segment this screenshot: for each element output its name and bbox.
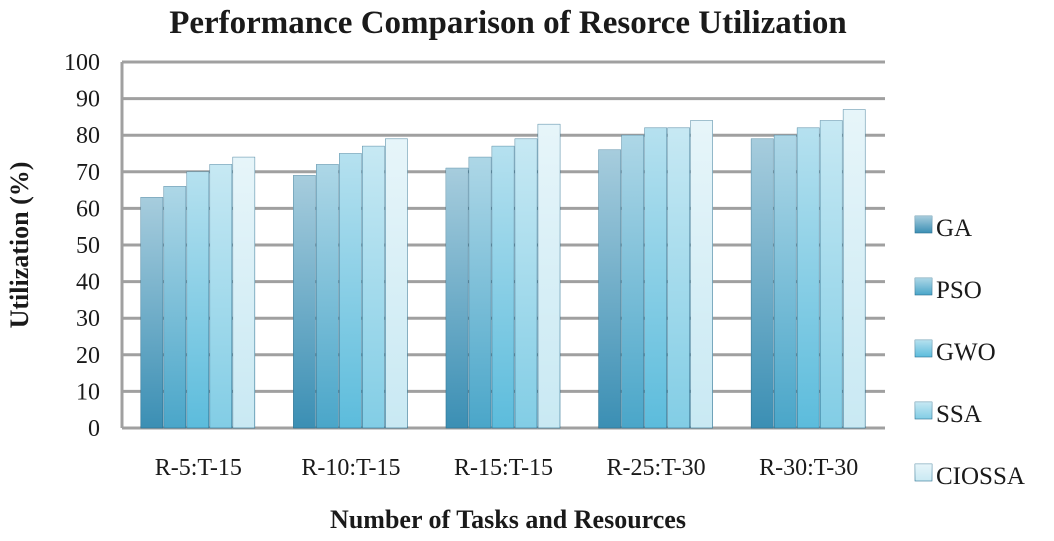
y-axis-title: Utilization (%) [5,162,34,329]
bar-highlight [598,149,621,428]
y-tick-label: 80 [76,123,100,149]
bar-highlight [797,127,820,428]
bar-highlight [644,127,667,428]
bar-highlight [362,146,385,428]
x-tick-label: R-30:T-30 [759,455,858,481]
x-axis-title: Number of Tasks and Resources [330,505,686,534]
bar-highlight [820,120,843,428]
bar-highlight [843,109,866,428]
bar-highlight [492,146,514,428]
bar-highlight [621,135,644,428]
bar-highlight [232,157,255,428]
legend-swatch-highlight [915,340,932,357]
x-tick-label: R-15:T-15 [454,455,553,481]
y-tick-label: 60 [76,196,100,222]
bar-highlight [774,135,797,428]
legend-swatch-highlight [915,464,932,481]
y-tick-label: 70 [76,160,100,186]
legend: GA PSO GWO SSA CIOSSA [914,215,1025,490]
legend-swatch-highlight [915,216,932,233]
legend-label: PSO [936,277,982,304]
legend-label: GA [936,215,972,242]
y-tick-label: 10 [76,379,100,405]
y-tick-label: 0 [88,416,100,442]
bar-highlight [515,138,537,429]
x-tick-label: R-5:T-15 [155,455,242,481]
y-tick-label: 50 [76,233,100,259]
y-tick-label: 20 [76,343,100,369]
y-tick-label: 40 [76,270,100,296]
y-tick-label: 100 [64,50,100,76]
bar-highlight [140,197,163,428]
legend-label: GWO [936,339,996,366]
legend-label: CIOSSA [936,463,1025,490]
bar-highlight [209,164,232,429]
x-tick-label: R-10:T-15 [301,455,400,481]
bar-highlight [751,138,774,429]
bar-highlight [385,138,408,429]
bar-highlight [667,127,690,428]
bar-highlight [446,168,468,428]
plot-area: 0 10 20 30 40 50 60 70 80 90 100 R-5:T-15 R-10:T-15 R… [64,50,885,481]
bar-highlight [293,175,316,428]
bar-highlight [690,120,713,428]
x-tick-label: R-25:T-30 [607,455,706,481]
legend-swatch-highlight [915,278,932,295]
bar-highlight [538,124,560,428]
y-tick-label: 30 [76,306,100,332]
chart-title: Performance Comparison of Resorce Utiliz… [169,5,847,41]
legend-label: SSA [936,401,982,428]
bar-highlight [316,164,339,429]
bar-highlight [469,157,491,428]
bar-highlight [339,153,362,428]
legend-swatch-highlight [915,402,932,419]
y-tick-label: 90 [76,87,100,113]
bar-highlight [186,171,209,429]
bar-highlight [163,186,186,428]
